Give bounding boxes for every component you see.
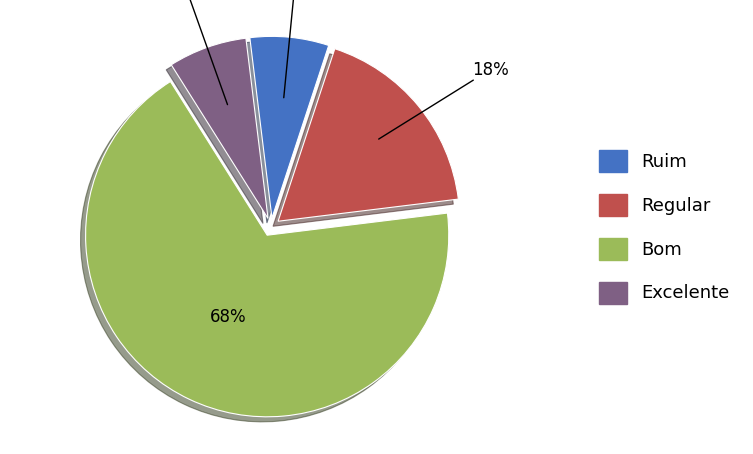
Wedge shape xyxy=(171,38,268,218)
Wedge shape xyxy=(278,49,459,221)
Text: 68%: 68% xyxy=(210,308,246,326)
Text: 7%: 7% xyxy=(172,0,227,104)
Wedge shape xyxy=(250,36,329,218)
Wedge shape xyxy=(86,82,449,417)
Legend: Ruim, Regular, Bom, Excelente: Ruim, Regular, Bom, Excelente xyxy=(592,143,736,311)
Text: 7%: 7% xyxy=(283,0,309,98)
Text: 18%: 18% xyxy=(379,61,508,139)
